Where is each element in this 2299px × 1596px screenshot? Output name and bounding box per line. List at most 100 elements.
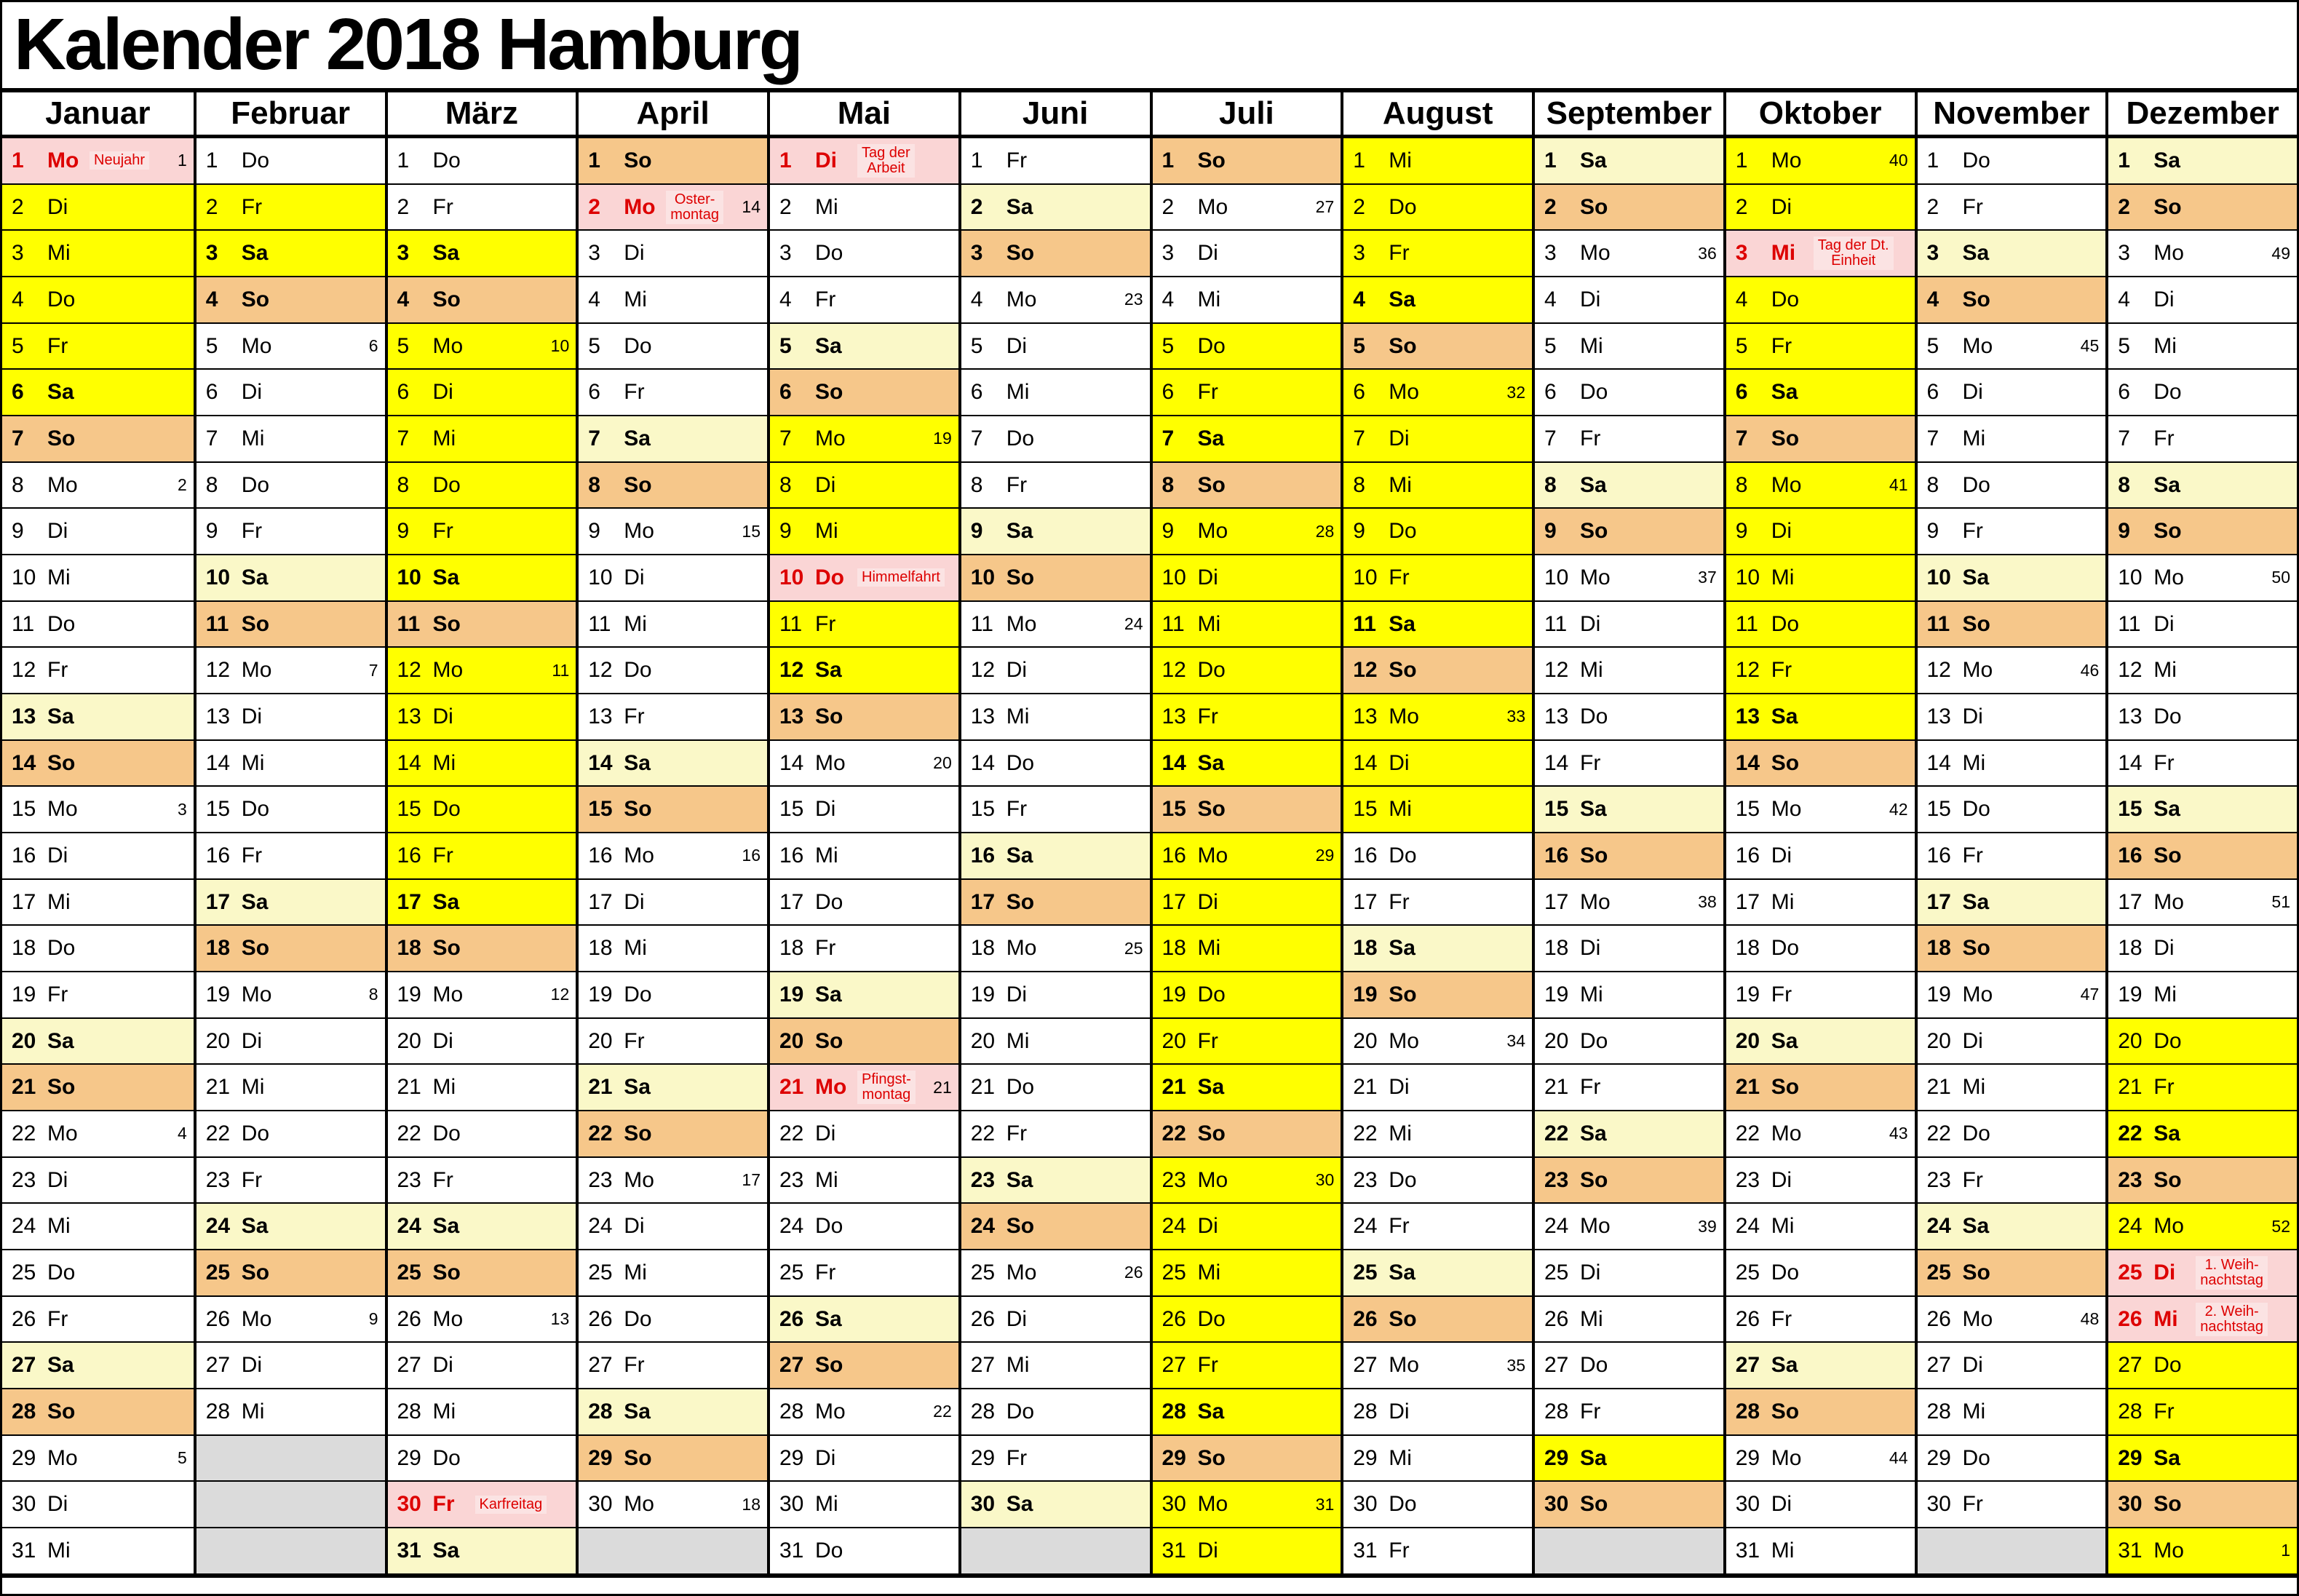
- day-number: 23: [1162, 1167, 1186, 1192]
- weekday-label: Do: [815, 565, 844, 589]
- weekday-label: Mo: [241, 658, 272, 683]
- empty-cell: [196, 1434, 385, 1481]
- weekday-label: So: [1580, 519, 1608, 544]
- day-number: 18: [397, 936, 421, 961]
- day-number: 14: [397, 750, 421, 775]
- day-oktober-25: 25 Do: [1726, 1249, 1915, 1295]
- day-oktober-11: 11 Do: [1726, 600, 1915, 647]
- day-august-6: 6 Mo 32: [1343, 368, 1532, 416]
- day-april-30: 30 Mo 18: [579, 1480, 767, 1528]
- day-juni-2: 2 Sa: [961, 183, 1150, 230]
- day-mai-12: 12 Sa: [770, 646, 958, 694]
- day-number: 2: [1735, 194, 1748, 219]
- day-dezember-3: 3 Mo 49: [2108, 229, 2297, 277]
- weekday-label: So: [1389, 333, 1417, 358]
- day-maerz-26: 26 Mo 13: [387, 1295, 576, 1342]
- weekday-label: Sa: [1580, 472, 1607, 497]
- day-mai-15: 15 Di: [770, 785, 958, 833]
- day-oktober-16: 16 Di: [1726, 832, 1915, 878]
- weekday-label: Mo: [2153, 241, 2184, 266]
- weekday-label: Fr: [815, 1260, 836, 1285]
- weekday-label: Sa: [1006, 519, 1033, 544]
- day-april-2: 2 Mo Oster- montag 14: [579, 183, 767, 230]
- day-januar-1: 1 Mo Neujahr 1: [2, 138, 194, 183]
- day-august-13: 13 Mo 33: [1343, 693, 1532, 739]
- weekday-label: Do: [1197, 333, 1226, 358]
- weekday-label: Fr: [1006, 472, 1028, 497]
- week-number: 16: [742, 846, 761, 865]
- day-number: 16: [1926, 843, 1951, 868]
- day-number: 22: [1353, 1121, 1378, 1146]
- weekday-label: Sa: [815, 982, 842, 1007]
- weekday-label: Fr: [2153, 750, 2175, 775]
- week-number: 29: [1315, 846, 1335, 865]
- day-oktober-26: 26 Fr: [1726, 1295, 1915, 1342]
- weekday-label: Do: [241, 797, 270, 822]
- day-number: 6: [1735, 380, 1748, 405]
- day-number: 24: [970, 1214, 996, 1239]
- weekday-label: Fr: [1197, 704, 1218, 728]
- day-maerz-15: 15 Do: [387, 785, 576, 833]
- day-september-22: 22 Sa: [1535, 1110, 1723, 1156]
- day-dezember-9: 9 So: [2108, 507, 2297, 555]
- day-juli-1: 1 So: [1152, 138, 1341, 183]
- day-number: 9: [588, 519, 600, 544]
- weekday-label: Di: [815, 1445, 836, 1470]
- day-februar-2: 2 Fr: [196, 183, 385, 230]
- day-juli-28: 28 Sa: [1152, 1388, 1341, 1434]
- day-number: 28: [205, 1399, 231, 1424]
- day-juni-3: 3 So: [961, 229, 1150, 277]
- day-number: 3: [1162, 241, 1175, 266]
- day-number: 25: [2118, 1260, 2143, 1285]
- weekday-label: Di: [2153, 611, 2175, 636]
- day-number: 4: [779, 287, 792, 311]
- weekday-label: Mi: [815, 1492, 838, 1517]
- day-juni-29: 29 Fr: [961, 1434, 1150, 1481]
- day-august-16: 16 Do: [1343, 832, 1532, 878]
- day-september-8: 8 Sa: [1535, 461, 1723, 508]
- day-juli-21: 21 Sa: [1152, 1063, 1341, 1111]
- day-juli-2: 2 Mo 27: [1152, 183, 1341, 230]
- weekday-label: Do: [241, 472, 270, 497]
- day-april-28: 28 Sa: [579, 1388, 767, 1434]
- weekday-label: Fr: [624, 1353, 645, 1378]
- day-number: 11: [1353, 611, 1376, 636]
- weekday-label: Fr: [1197, 1028, 1218, 1053]
- day-number: 14: [1353, 750, 1378, 775]
- weekday-label: Mi: [1962, 1075, 1986, 1100]
- weekday-label: Mo: [624, 194, 656, 219]
- day-number: 22: [397, 1121, 421, 1146]
- weekday-label: Do: [624, 1306, 652, 1331]
- weekday-label: So: [1580, 194, 1608, 219]
- day-juni-7: 7 Do: [961, 415, 1150, 461]
- weekday-label: So: [1389, 658, 1417, 683]
- day-mai-11: 11 Fr: [770, 600, 958, 647]
- day-number: 16: [588, 843, 613, 868]
- day-number: 22: [205, 1121, 231, 1146]
- day-number: 19: [1735, 982, 1760, 1007]
- day-april-18: 18 Mi: [579, 924, 767, 972]
- day-juni-6: 6 Mi: [961, 368, 1150, 416]
- day-number: 19: [1162, 982, 1186, 1007]
- day-number: 27: [12, 1353, 36, 1378]
- day-number: 27: [970, 1353, 996, 1378]
- weekday-label: Di: [1771, 519, 1792, 544]
- day-number: 11: [588, 611, 611, 636]
- day-number: 5: [205, 333, 218, 358]
- day-number: 19: [205, 982, 231, 1007]
- day-januar-14: 14 So: [2, 739, 194, 786]
- weekday-label: Do: [1771, 936, 1800, 961]
- weekday-label: Do: [47, 287, 76, 311]
- day-number: 13: [12, 704, 36, 728]
- day-number: 21: [1735, 1075, 1760, 1100]
- weekday-label: Fr: [1771, 333, 1792, 358]
- day-number: 25: [779, 1260, 804, 1285]
- weekday-label: Mo: [624, 519, 654, 544]
- day-number: 10: [970, 565, 996, 589]
- month-column-oktober: Oktober 1 Mo 40 2 Di 3 Mi Tag der Dt. Einheit 4 Do…: [1723, 92, 1915, 1573]
- day-maerz-9: 9 Fr: [387, 507, 576, 555]
- day-mai-16: 16 Mi: [770, 832, 958, 878]
- weekday-label: So: [241, 287, 270, 311]
- day-april-13: 13 Fr: [579, 693, 767, 739]
- weekday-label: Fr: [241, 194, 263, 219]
